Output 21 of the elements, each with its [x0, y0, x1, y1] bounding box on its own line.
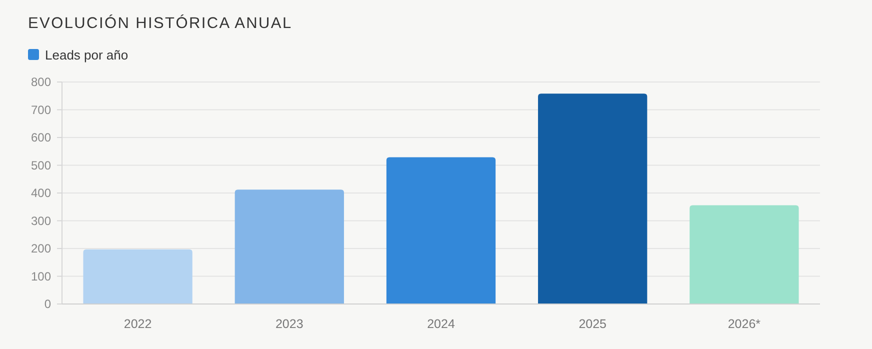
x-tick-label: 2022	[124, 317, 152, 331]
y-tick-label: 0	[44, 297, 52, 312]
x-tick-label: 2026*	[728, 317, 761, 331]
y-tick-label: 800	[30, 75, 52, 90]
bar	[386, 157, 496, 304]
x-tick-label: 2023	[275, 317, 304, 331]
y-tick-label: 500	[30, 158, 52, 172]
x-tick-label: 2025	[578, 317, 607, 331]
y-tick-label: 700	[30, 102, 52, 117]
y-tick-label: 300	[30, 214, 52, 228]
chart-title: EVOLUCIÓN HISTÓRICA ANUAL	[28, 14, 292, 32]
y-tick-label: 600	[30, 130, 52, 145]
y-tick-label: 200	[30, 242, 52, 256]
bar	[690, 205, 799, 304]
y-tick-label: 100	[30, 269, 52, 284]
bar	[83, 249, 192, 304]
bar	[234, 190, 344, 304]
y-tick-label: 400	[30, 186, 52, 200]
bar	[538, 94, 648, 304]
x-tick-label: 2024	[427, 317, 455, 331]
legend-label: Leads por año	[45, 48, 128, 63]
